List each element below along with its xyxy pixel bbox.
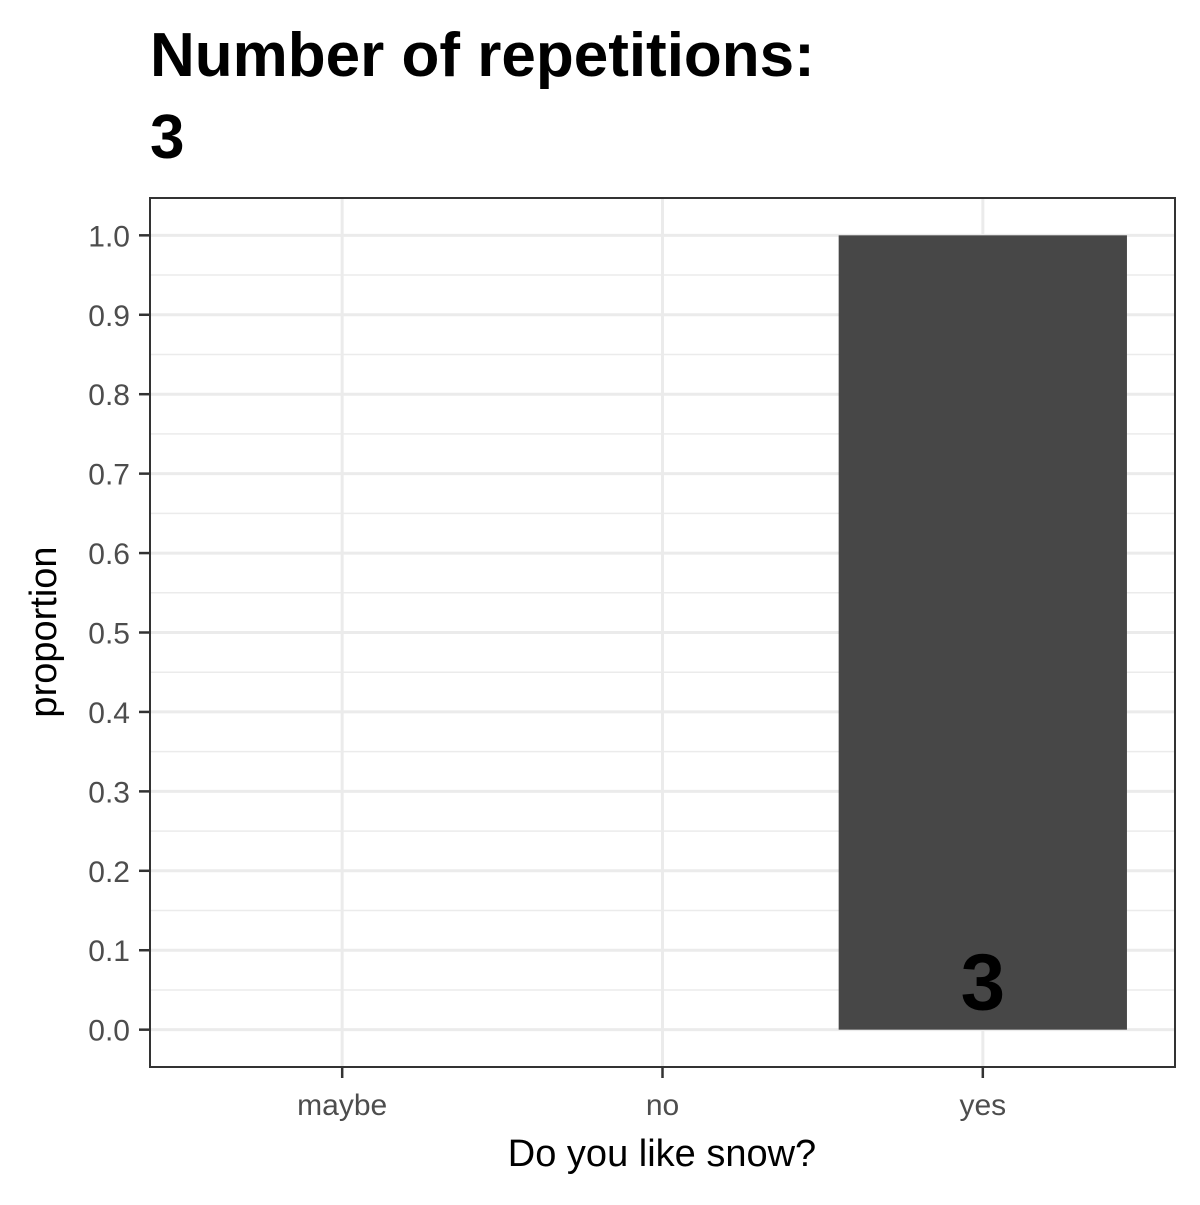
y-tick-label: 0.8 [88,379,130,412]
data-labels: 3 [961,938,1006,1027]
data-label-yes: 3 [961,938,1006,1027]
chart-title-line-2: 3 [150,103,184,172]
y-tick-label: 0.3 [88,776,130,809]
y-tick-label: 0.9 [88,300,130,333]
y-axis-title: proportion [23,546,65,717]
y-axis: 0.0 0.1 0.2 0.3 0.4 0.5 0.6 0.7 0.8 0.9 1.0 [88,220,150,1048]
y-tick-label: 0.5 [88,618,130,651]
x-tick-label-no: no [646,1089,679,1122]
bars [838,235,1127,1030]
y-tick-label: 0.4 [88,697,130,730]
x-axis-title: Do you like snow? [508,1133,816,1175]
y-tick-label: 0.7 [88,459,130,492]
y-tick-label: 0.6 [88,538,130,571]
y-tick-label: 0.0 [88,1015,130,1048]
y-tick-label: 0.1 [88,935,130,968]
x-tick-label-yes: yes [959,1089,1006,1122]
x-tick-label-maybe: maybe [297,1089,387,1122]
x-axis: maybe no yes [297,1067,1006,1122]
y-tick-label: 1.0 [88,220,130,253]
y-tick-label: 0.2 [88,856,130,889]
chart-title-line-1: Number of repetitions: [150,21,815,90]
bar-yes [838,235,1127,1030]
